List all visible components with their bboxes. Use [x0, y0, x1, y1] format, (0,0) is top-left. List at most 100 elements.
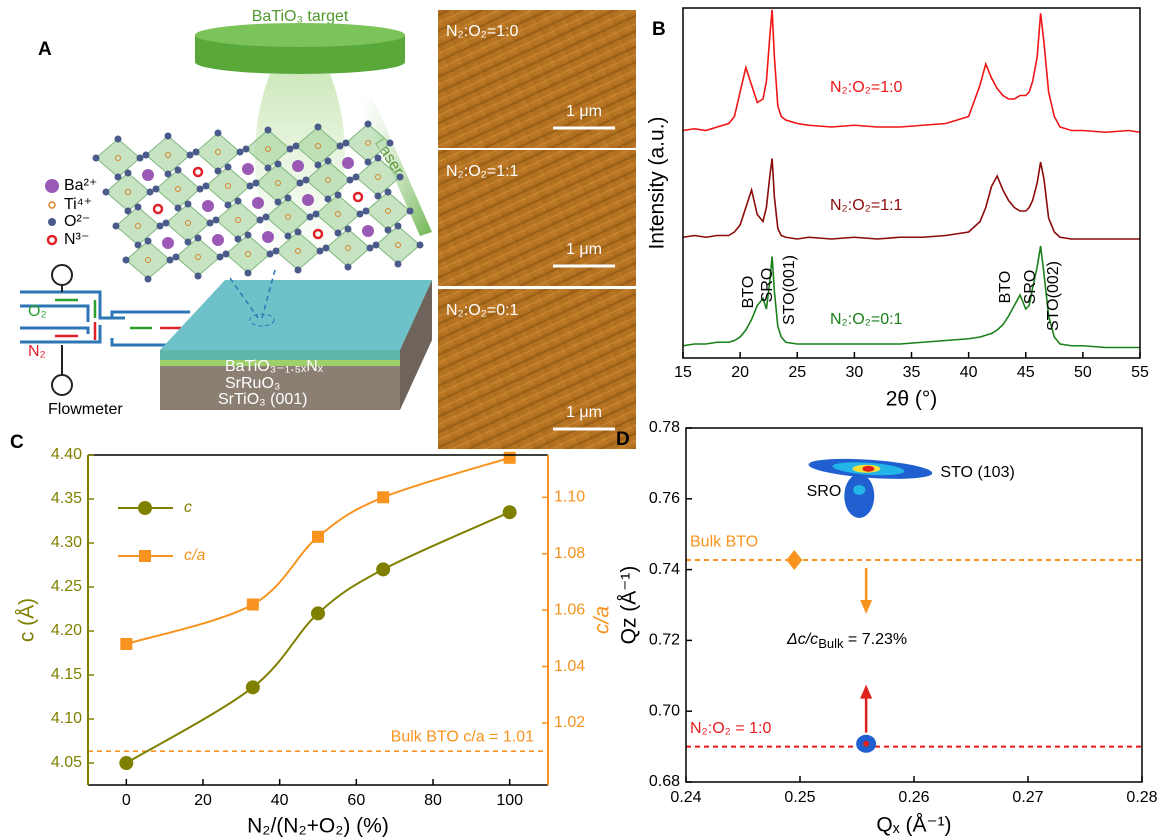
oxygen — [306, 213, 314, 221]
oxygen — [302, 176, 310, 184]
oxygen — [224, 201, 232, 209]
oxygen — [234, 197, 242, 205]
oxygen — [294, 266, 302, 274]
octahedron — [155, 169, 201, 209]
y-axis-label: Qz (Å⁻¹) — [618, 566, 641, 645]
oxygen — [252, 179, 260, 187]
titanium — [115, 155, 121, 161]
ion-label: N³⁻ — [64, 231, 89, 248]
oxygen — [416, 241, 424, 249]
barium — [252, 197, 264, 209]
peak-label: STO(001) — [781, 255, 798, 325]
barium — [362, 225, 374, 237]
peak-marker — [853, 484, 866, 495]
afm-images: N₂:O₂=1:0 1 μm N₂:O₂=1:1 1 μm N₂:O₂=0:1 1 μm — [438, 10, 636, 449]
x-tick-label: 25 — [788, 364, 806, 381]
afm-label: N₂:O₂=0:1 — [446, 302, 519, 319]
oxygen — [264, 164, 272, 172]
oxygen — [144, 275, 152, 283]
oxygen — [374, 154, 382, 162]
spectrum — [682, 158, 1140, 240]
oxygen — [314, 161, 322, 169]
scale-label: 1 μm — [566, 404, 602, 421]
barium — [342, 157, 354, 169]
oxygen — [356, 210, 364, 218]
legend-label: c/a — [184, 547, 205, 564]
oxygen — [394, 222, 402, 230]
oxygen — [166, 256, 174, 264]
oxygen — [346, 176, 354, 184]
marker — [120, 637, 133, 650]
pipe — [20, 326, 90, 334]
oxygen — [396, 173, 404, 181]
barium — [202, 200, 214, 212]
layer-label: SrTiO₃ (001) — [218, 391, 308, 408]
oxygen — [266, 250, 274, 258]
substrate: BaTiO₃₋₁.₅ₓNₓ SrRuO₃ SrTiO₃ (001) — [160, 280, 432, 410]
marker — [245, 680, 260, 695]
x-tick-label: 45 — [1017, 364, 1035, 381]
panel-a: A BaTiO₃ target Laser Ba²⁺ Ti⁴⁺ O²⁻ N³⁻ — [20, 8, 432, 418]
pipe — [20, 325, 102, 344]
laser-beam — [360, 96, 432, 236]
flow-arrows — [55, 298, 182, 340]
oxygen — [184, 200, 192, 208]
flowmeter-icon — [51, 264, 73, 286]
panel-label: B — [652, 19, 666, 40]
oxygen — [194, 272, 202, 280]
y-axis-label: Intensity (a.u.) — [646, 116, 669, 249]
x-tick-label: 50 — [1074, 364, 1092, 381]
titanium — [185, 220, 191, 226]
side-face — [400, 280, 432, 410]
oxygen — [194, 234, 202, 242]
oxygen — [316, 247, 324, 255]
oxygen — [174, 204, 182, 212]
flowmeter-icon — [51, 374, 73, 396]
oxygen — [124, 207, 132, 215]
arrow-head — [860, 600, 873, 615]
layer-label: SrRuO₃ — [225, 375, 280, 392]
x-tick-label: 20 — [731, 364, 749, 381]
oxygen — [334, 191, 342, 199]
legend-marker — [139, 550, 151, 562]
y2-tick-label: 1.06 — [554, 601, 585, 618]
strain-annotation: Δc/cBulk = 7.23% — [786, 631, 907, 651]
titanium — [285, 214, 291, 220]
marker — [312, 530, 324, 543]
titanium — [315, 143, 321, 149]
strain-text: Δc/c — [786, 631, 818, 648]
oxygen — [202, 182, 210, 190]
oxygen — [216, 253, 224, 261]
scale-label: 1 μm — [566, 103, 602, 120]
octahedron — [195, 132, 241, 172]
oxygen — [296, 179, 304, 187]
ion-label: Ba²⁺ — [64, 177, 97, 194]
oxygen — [244, 269, 252, 277]
oxygen — [292, 142, 300, 150]
lattice — [92, 120, 424, 283]
oxygen — [384, 226, 392, 234]
oxygen — [164, 170, 172, 178]
peak-label: SRO — [807, 483, 842, 500]
strain-value: = 7.23% — [843, 631, 907, 648]
y-tick-label: 0.70 — [649, 702, 680, 719]
titanium — [195, 254, 201, 260]
ion-legend: Ba²⁺ Ti⁴⁺ O²⁻ N³⁻ — [45, 177, 97, 248]
sro-front — [160, 360, 400, 366]
peak-label: STO (103) — [940, 464, 1014, 481]
oxygen — [114, 173, 122, 181]
peak-label: SRO — [759, 268, 776, 303]
scale-label: 1 μm — [566, 241, 602, 258]
marker — [119, 756, 134, 770]
titanium — [395, 242, 401, 248]
series-label: N₂:O₂=1:0 — [830, 79, 903, 96]
oxygen — [186, 151, 194, 159]
x-tick-label: 0.24 — [670, 789, 701, 806]
x-tick-label: 40 — [960, 364, 978, 381]
oxygen — [274, 198, 282, 206]
oxygen — [112, 222, 120, 230]
oxygen — [342, 139, 350, 147]
titanium — [135, 223, 141, 229]
nitrogen — [312, 228, 324, 240]
